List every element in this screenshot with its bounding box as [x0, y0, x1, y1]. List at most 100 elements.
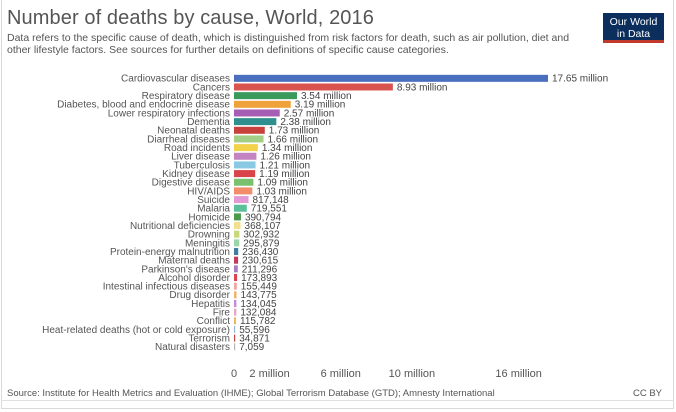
- value-label: 155,449: [241, 282, 278, 293]
- bar[interactable]: [234, 291, 237, 299]
- bar[interactable]: [234, 239, 240, 247]
- bar[interactable]: [234, 334, 236, 342]
- bar[interactable]: [234, 299, 237, 307]
- value-label: 34,871: [239, 334, 270, 345]
- owid-logo[interactable]: Our World in Data: [603, 13, 664, 43]
- category-label: Tuberculosis: [174, 160, 230, 171]
- bar[interactable]: [234, 230, 240, 238]
- bar[interactable]: [234, 222, 241, 230]
- category-label: Digestive disease: [152, 178, 231, 189]
- bar[interactable]: [234, 178, 254, 186]
- bar[interactable]: [234, 213, 241, 221]
- category-label: Meningitis: [185, 238, 230, 249]
- value-label: 295,879: [243, 238, 280, 249]
- x-tick-label: 0: [231, 368, 237, 380]
- bar[interactable]: [234, 308, 237, 316]
- category-label: Drug disorder: [169, 290, 230, 301]
- bar[interactable]: [234, 135, 264, 143]
- bar[interactable]: [234, 74, 548, 82]
- value-label: 230,615: [242, 256, 279, 267]
- value-label: 817,148: [253, 195, 290, 206]
- bar[interactable]: [234, 204, 247, 212]
- bar[interactable]: [234, 317, 237, 325]
- value-label: 719,551: [251, 204, 288, 215]
- value-label: 368,107: [245, 221, 282, 232]
- source-text[interactable]: Source: Institute for Health Metrics and…: [7, 388, 495, 399]
- x-tick-label: 10 million: [389, 368, 435, 380]
- category-label: Nutritional deficiencies: [130, 221, 230, 232]
- bar[interactable]: [234, 92, 297, 100]
- value-label: 3.19 million: [295, 100, 346, 111]
- value-label: 55,596: [239, 325, 270, 336]
- category-label: Diabetes, blood and endocrine disease: [57, 100, 230, 111]
- category-label: Lower respiratory infections: [108, 108, 230, 119]
- value-label: 115,782: [240, 316, 276, 327]
- bar[interactable]: [234, 118, 277, 126]
- category-label: Diarrheal diseases: [147, 134, 230, 145]
- category-label: Hepatitis: [191, 299, 230, 310]
- category-label: Maternal deaths: [158, 256, 230, 267]
- value-label: 2.57 million: [284, 108, 335, 119]
- category-label: Natural disasters: [155, 342, 230, 353]
- category-label: Respiratory disease: [142, 91, 231, 102]
- category-label: Cardiovascular diseases: [121, 74, 230, 85]
- value-label: 236,430: [242, 247, 279, 258]
- value-label: 1.03 million: [256, 186, 307, 197]
- bar[interactable]: [234, 152, 257, 160]
- bar[interactable]: [234, 282, 237, 290]
- x-tick-label: 16 million: [495, 368, 541, 380]
- value-label: 1.34 million: [262, 143, 313, 154]
- category-label: Parkinson's disease: [141, 264, 230, 275]
- category-label: Neonatal deaths: [157, 126, 230, 137]
- value-label: 143,775: [241, 290, 278, 301]
- bar[interactable]: [234, 161, 256, 169]
- category-label: Intestinal infectious diseases: [103, 282, 230, 293]
- category-label: Homicide: [188, 212, 230, 223]
- value-label: 1.21 million: [260, 160, 311, 171]
- bar-chart: Cardiovascular diseases 17.65 million Canc…: [42, 74, 608, 380]
- x-tick-label: 6 million: [321, 368, 361, 380]
- value-label: 1.26 million: [260, 152, 311, 163]
- category-label: Terrorism: [188, 334, 230, 345]
- category-label: Protein-energy malnutrition: [110, 247, 230, 258]
- value-label: 17.65 million: [552, 74, 608, 85]
- value-label: 1.73 million: [269, 126, 320, 137]
- category-label: Kidney disease: [162, 169, 230, 180]
- bar[interactable]: [234, 170, 256, 178]
- category-label: Cancers: [193, 82, 230, 93]
- value-label: 173,893: [241, 273, 278, 284]
- chart-subtitle: Data refers to the specific cause of dea…: [7, 32, 570, 56]
- bar[interactable]: [234, 100, 291, 108]
- bar[interactable]: [234, 144, 258, 152]
- category-label: Alcohol disorder: [158, 273, 230, 284]
- category-label: Drowning: [188, 230, 230, 241]
- x-tick-label: 2 million: [249, 368, 289, 380]
- value-label: 134,045: [240, 299, 277, 310]
- value-label: 302,932: [243, 230, 280, 241]
- bar[interactable]: [234, 325, 236, 333]
- category-label: Malaria: [197, 204, 230, 215]
- value-label: 8.93 million: [397, 82, 448, 93]
- bar[interactable]: [234, 343, 236, 351]
- category-label: Liver disease: [171, 152, 230, 163]
- bar[interactable]: [234, 187, 253, 195]
- value-label: 211,296: [242, 264, 278, 275]
- category-label: Fire: [213, 308, 231, 319]
- bar[interactable]: [234, 265, 238, 273]
- bar[interactable]: [234, 109, 280, 117]
- bar[interactable]: [234, 83, 393, 91]
- bar[interactable]: [234, 256, 239, 264]
- value-label: 132,084: [240, 308, 277, 319]
- bar[interactable]: [234, 274, 238, 282]
- logo-line-1: Our World: [609, 16, 658, 28]
- value-label: 1.66 million: [268, 134, 319, 145]
- category-label: Suicide: [197, 195, 230, 206]
- bar[interactable]: [234, 196, 249, 204]
- category-label: HIV/AIDS: [187, 186, 230, 197]
- bar[interactable]: [234, 248, 239, 256]
- category-label: Conflict: [197, 316, 231, 327]
- bar[interactable]: [234, 126, 265, 134]
- license-text[interactable]: CC BY: [632, 388, 662, 399]
- value-label: 1.09 million: [257, 178, 308, 189]
